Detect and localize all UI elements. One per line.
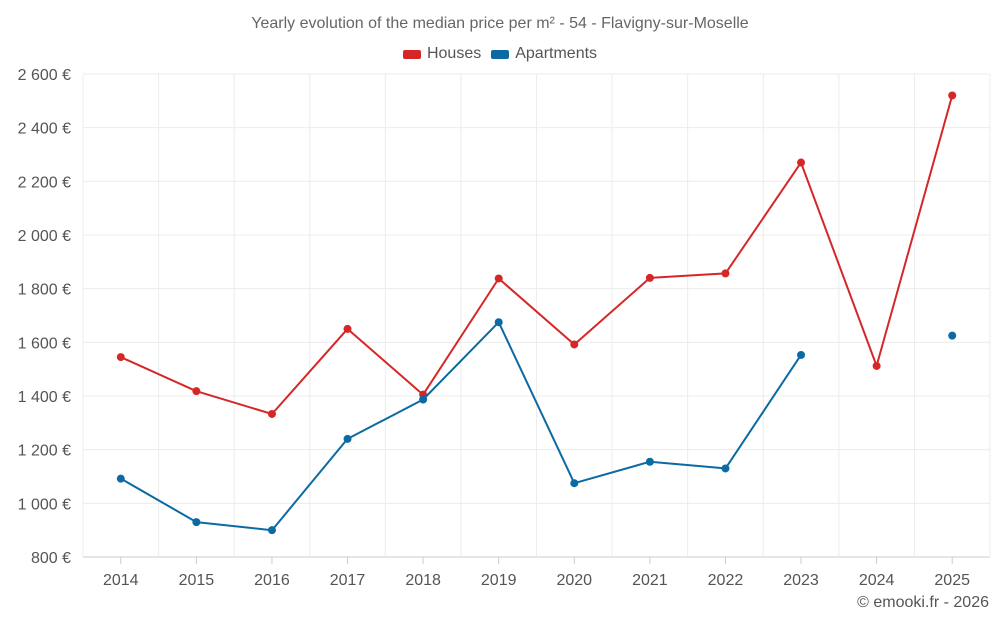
x-tick-label: 2024	[859, 572, 895, 589]
x-tick-label: 2022	[708, 572, 744, 589]
legend-swatch-houses	[402, 49, 421, 59]
data-point-apartments	[570, 479, 579, 488]
data-point-apartments	[116, 474, 125, 483]
data-point-apartments	[267, 526, 276, 535]
data-point-houses	[797, 158, 806, 167]
legend-swatch-apartments	[491, 49, 510, 59]
data-point-houses	[872, 361, 881, 370]
y-tick-label: 1 200 €	[18, 443, 71, 460]
legend-label-apartments: Apartments	[515, 45, 598, 62]
data-point-houses	[267, 409, 276, 418]
y-tick-label: 2 400 €	[18, 121, 71, 138]
x-tick-label: 2015	[179, 572, 215, 589]
legend-label-houses: Houses	[426, 45, 482, 62]
data-point-houses	[645, 273, 654, 282]
data-point-houses	[721, 269, 730, 278]
y-tick-label: 2 000 €	[18, 228, 71, 245]
data-point-houses	[192, 387, 201, 396]
credit-text: © emooki.fr - 2026	[857, 594, 989, 611]
x-tick-label: 2021	[632, 572, 668, 589]
y-tick-label: 800 €	[31, 550, 71, 567]
y-tick-label: 1 600 €	[18, 335, 71, 352]
data-point-apartments	[645, 457, 654, 466]
x-tick-label: 2019	[481, 572, 517, 589]
data-point-apartments	[192, 518, 201, 527]
legend: Houses Apartments	[0, 45, 1000, 63]
x-tick-label: 2016	[254, 572, 290, 589]
series-line-houses	[119, 94, 954, 415]
y-tick-label: 1 000 €	[18, 496, 71, 513]
data-point-houses	[116, 353, 125, 362]
x-tick-label: 2023	[783, 572, 819, 589]
x-tick-label: 2017	[330, 572, 366, 589]
data-point-houses	[494, 274, 503, 283]
data-point-apartments	[797, 350, 806, 359]
y-tick-label: 2 200 €	[18, 174, 71, 191]
data-point-apartments	[721, 464, 730, 473]
y-tick-label: 2 600 €	[18, 67, 71, 84]
y-tick-label: 1 400 €	[18, 389, 71, 406]
y-tick-label: 1 800 €	[18, 282, 71, 299]
x-tick-label: 2020	[556, 572, 592, 589]
data-point-apartments	[948, 331, 957, 340]
x-tick-label: 2014	[103, 572, 139, 589]
x-tick-label: 2018	[405, 572, 441, 589]
chart-title: Yearly evolution of the median price per…	[251, 15, 749, 32]
data-point-houses	[343, 324, 352, 333]
legend-item-apartments[interactable]: Apartments	[491, 45, 597, 63]
x-tick-label: 2025	[934, 572, 970, 589]
data-point-houses	[570, 340, 579, 349]
data-point-apartments	[494, 318, 503, 327]
legend-item-houses[interactable]: Houses	[402, 45, 482, 63]
data-point-houses	[948, 91, 957, 100]
data-point-apartments	[419, 395, 428, 404]
data-point-apartments	[343, 434, 352, 443]
